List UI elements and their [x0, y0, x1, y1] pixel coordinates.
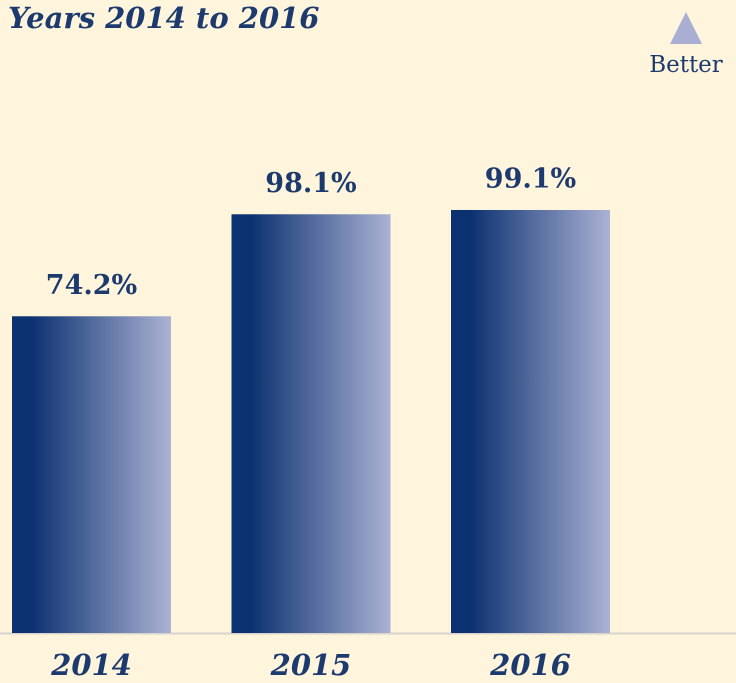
bar: [231, 214, 391, 633]
better-arrow: [670, 12, 702, 44]
value-label: 98.1%: [265, 168, 356, 199]
value-label: 99.1%: [485, 164, 576, 195]
bar: [12, 316, 171, 633]
x-tick-label: 2016: [489, 648, 571, 682]
x-tick-label: 2015: [270, 648, 352, 682]
chart-title: Years 2014 to 2016: [8, 1, 319, 35]
x-tick-label: 2014: [50, 648, 132, 682]
value-label: 74.2%: [46, 270, 137, 301]
annotation: Better: [649, 52, 723, 78]
bar: [451, 210, 610, 633]
